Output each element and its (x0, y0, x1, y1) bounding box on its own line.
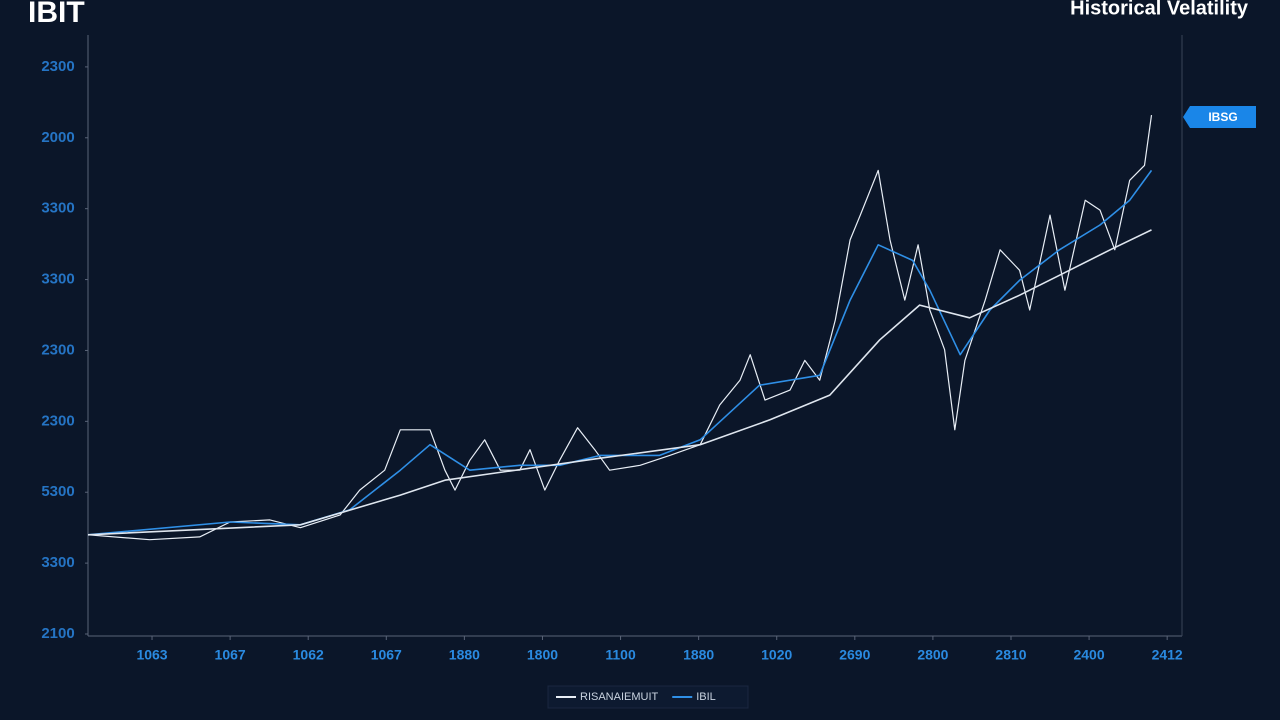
legend-label: RISANAIEMUIT (580, 691, 659, 703)
x-tick-label: 1100 (605, 647, 636, 663)
y-tick-label: 2300 (41, 412, 74, 429)
x-tick-label: 1880 (683, 647, 714, 663)
legend (547, 685, 749, 709)
price-tag-box (1183, 106, 1256, 128)
x-tick-label: 2810 (995, 647, 1026, 663)
chart-subtitle: Historical Velatility (1070, 0, 1249, 19)
x-tick-label: 2412 (1152, 647, 1183, 663)
x-tick-label: 1062 (293, 647, 324, 663)
series-line (87, 115, 1153, 541)
x-tick-label: 1067 (371, 647, 402, 663)
y-tick-label: 3300 (41, 200, 74, 217)
legend-label: IBIL (696, 691, 716, 703)
y-tick-label: 2000 (41, 129, 74, 146)
price-tag: IBSG (1208, 110, 1237, 124)
chart-title: IBIT (28, 0, 85, 29)
x-tick-label: 1880 (449, 647, 480, 663)
y-tick-label: 3300 (41, 271, 74, 288)
x-tick-label: 1063 (136, 647, 167, 663)
y-tick-label: 2300 (41, 58, 74, 75)
y-tick-label: 2100 (41, 625, 74, 642)
series-line (87, 229, 1152, 536)
y-tick-label: 2300 (41, 341, 74, 358)
x-tick-label: 1800 (527, 647, 558, 663)
x-tick-label: 1067 (215, 647, 246, 663)
x-tick-label: 2800 (917, 647, 948, 663)
series-line (87, 169, 1153, 536)
y-tick-label: 5300 (41, 483, 74, 500)
x-tick-label: 2690 (839, 647, 870, 663)
y-tick-label: 3300 (41, 554, 74, 571)
x-tick-label: 1020 (761, 647, 792, 663)
x-tick-label: 2400 (1073, 647, 1104, 663)
